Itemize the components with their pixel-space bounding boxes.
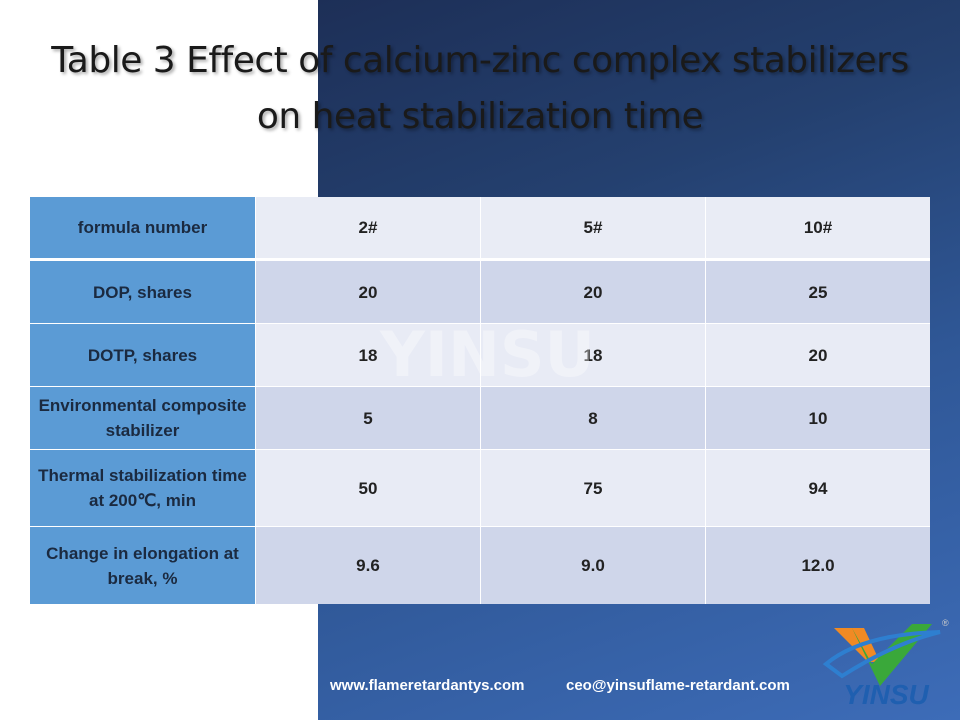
table-cell: formula number bbox=[30, 197, 255, 258]
logo-mark: ® bbox=[942, 618, 949, 628]
footer-website: www.flameretardantys.com bbox=[330, 677, 525, 694]
table-cell: 25 bbox=[706, 261, 930, 323]
table-cell: 20 bbox=[706, 324, 930, 386]
table-cell: 20 bbox=[481, 261, 705, 323]
title-line: on heat stabilization time bbox=[256, 96, 704, 137]
watermark: YINSU bbox=[380, 318, 595, 391]
table-cell: 12.0 bbox=[706, 527, 930, 604]
table-cell: Environmental composite stabilizer bbox=[30, 387, 255, 449]
table: formula number 2# 5# 10# DOP, shares 20 20 25 DO… bbox=[30, 197, 930, 604]
table-cell: DOP, shares bbox=[30, 261, 255, 323]
table-cell: 75 bbox=[481, 450, 705, 526]
table-cell: 5# bbox=[481, 197, 705, 258]
table-cell: 2# bbox=[256, 197, 480, 258]
footer-email: ceo@yinsuflame-retardant.com bbox=[566, 677, 790, 694]
table-cell: 8 bbox=[481, 387, 705, 449]
table-cell: 5 bbox=[256, 387, 480, 449]
table-cell: 94 bbox=[706, 450, 930, 526]
logo-text: YINSU bbox=[843, 679, 929, 710]
table-cell: 10# bbox=[706, 197, 930, 258]
title-line: Table 3 Effect of calcium-zinc complex s… bbox=[51, 40, 909, 81]
table-cell: 10 bbox=[706, 387, 930, 449]
table-cell: 50 bbox=[256, 450, 480, 526]
table-cell: 9.0 bbox=[481, 527, 705, 604]
logo: ® YINSU bbox=[822, 618, 949, 710]
table-cell: 9.6 bbox=[256, 527, 480, 604]
table-cell: 20 bbox=[256, 261, 480, 323]
table-cell: Change in elongation at break, % bbox=[30, 527, 255, 604]
table-cell: DOTP, shares bbox=[30, 324, 255, 386]
table-cell: 18 bbox=[481, 324, 705, 386]
table-cell: Thermal stabilization time at 200℃, min bbox=[30, 450, 255, 526]
table-cell: 18 bbox=[256, 324, 480, 386]
